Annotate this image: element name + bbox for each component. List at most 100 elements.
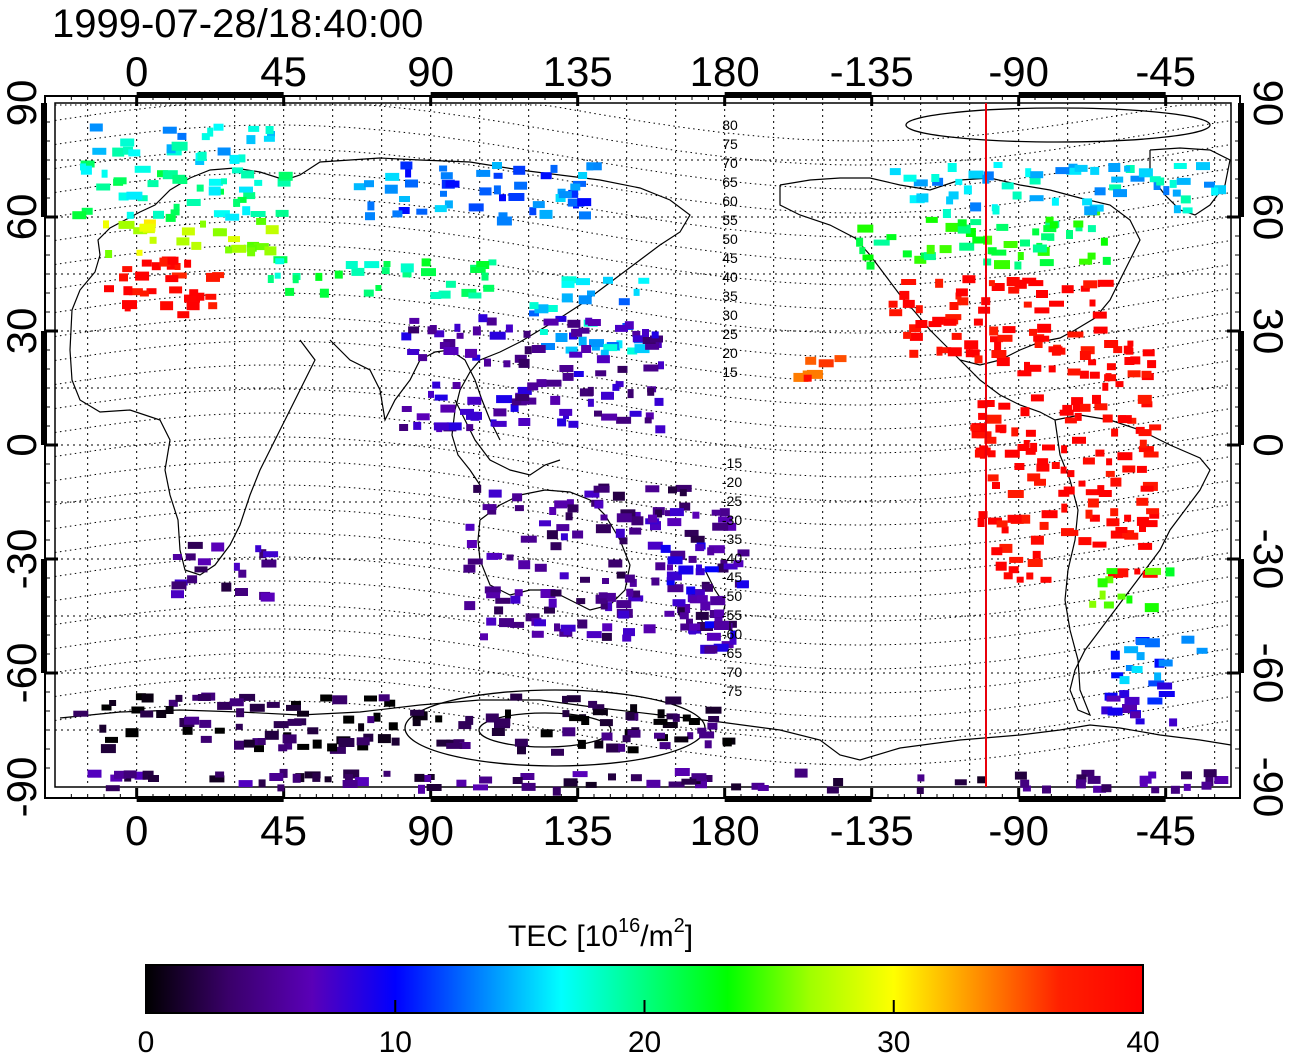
tec-cell [642,329,649,338]
tec-cell [1146,508,1160,515]
tec-cell [514,738,528,747]
tec-cell [343,769,360,779]
tec-cell [478,314,488,323]
tec-cell [612,383,620,391]
frame-bar [136,796,284,802]
tec-cell [351,267,365,276]
tec-cell [416,208,428,215]
tec-cell [456,779,467,787]
tec-cell [187,575,198,584]
tec-cell [1131,666,1143,673]
tec-cell [856,237,864,247]
tec-cell [602,578,609,584]
tec-cell [628,595,644,602]
tec-cell [430,292,442,299]
tec-cell [421,268,436,277]
tec-cell [263,135,275,142]
left-lat-tick-label: -90 [0,757,45,818]
tec-cell [1030,171,1044,179]
tec-cell [410,709,425,716]
top-lon-tick-label: 180 [690,48,760,95]
tec-cell [261,559,277,568]
tec-cell [463,564,476,573]
tec-cell [928,321,942,328]
tec-cell [1106,518,1120,527]
tec-cell [665,510,671,517]
tec-cell [1100,237,1108,246]
tec-cell [1034,340,1043,348]
mlat-label: -45 [722,569,742,585]
tec-cell [503,360,511,368]
tec-cell [680,623,694,631]
tec-cell [712,522,729,531]
tec-cell [916,787,924,794]
tec-cell [1104,340,1119,348]
tec-cell [561,293,573,303]
tec-cell [568,189,579,198]
tec-cell [408,326,420,334]
mlat-contour [54,676,1232,742]
tec-cell [384,699,396,707]
tec-cell [170,209,180,216]
tec-cell [616,416,632,424]
mlat-contour [54,172,1232,238]
tec-cell [1105,470,1115,477]
mlat-contour [54,628,1232,694]
top-longitude-ticks: 0 45 90 135 180 -135 -90 -45 [125,48,1196,95]
tec-cell [1001,182,1014,190]
tec-cell [977,776,987,784]
tec-cell [1111,176,1124,183]
tec-cell [427,774,435,780]
tec-cell [1042,785,1051,794]
tec-cell [101,704,112,711]
tec-cell [978,511,988,519]
tec-cell [173,203,180,211]
tec-cell [608,773,616,781]
tec-cell [618,610,630,619]
tec-cell [903,174,917,182]
colorbar-title-prefix: TEC [10 [508,920,618,953]
tec-cell [733,560,744,568]
tec-cell [705,706,722,714]
tec-cell [529,207,537,216]
tec-cell [984,400,995,407]
tec-cell [586,162,594,171]
tec-cell [367,201,375,211]
tec-cell [254,179,263,186]
tec-cell [1095,449,1105,457]
right-latitude-ticks: 90 60 30 0 -30 -60 -90 [1245,80,1292,818]
tec-cell [250,211,266,217]
tec-cell [1087,225,1096,233]
tec-cell [968,170,984,179]
tec-cell [480,633,488,641]
tec-cell [208,186,221,196]
tec-cell [543,318,559,326]
tec-cell [1025,168,1032,178]
tec-cell [320,694,333,702]
tec-cell [229,698,244,707]
tec-cell [214,727,225,734]
tec-cell [1061,285,1074,294]
tec-cell [237,196,247,203]
tec-cell [256,217,267,225]
tec-cell [634,344,650,354]
tec-cell [971,349,980,358]
tec-cell [356,737,370,746]
tec-cell [1154,672,1162,681]
tec-cell [704,740,712,749]
tec-cell [184,294,200,303]
tec-cell [334,270,343,279]
tec-cell [172,174,186,184]
tec-cell [1049,221,1058,229]
coast-south-america [1054,414,1211,717]
tec-cell [625,712,635,720]
tec-cell [1138,168,1153,178]
tec-cell [570,183,581,191]
tec-cell [467,558,483,565]
tec-cell [392,210,403,218]
tec-cell [267,275,274,283]
tec-cell [669,508,684,517]
tec-cell [114,770,126,779]
tec-cell [413,421,422,430]
tec-cell [550,589,562,597]
